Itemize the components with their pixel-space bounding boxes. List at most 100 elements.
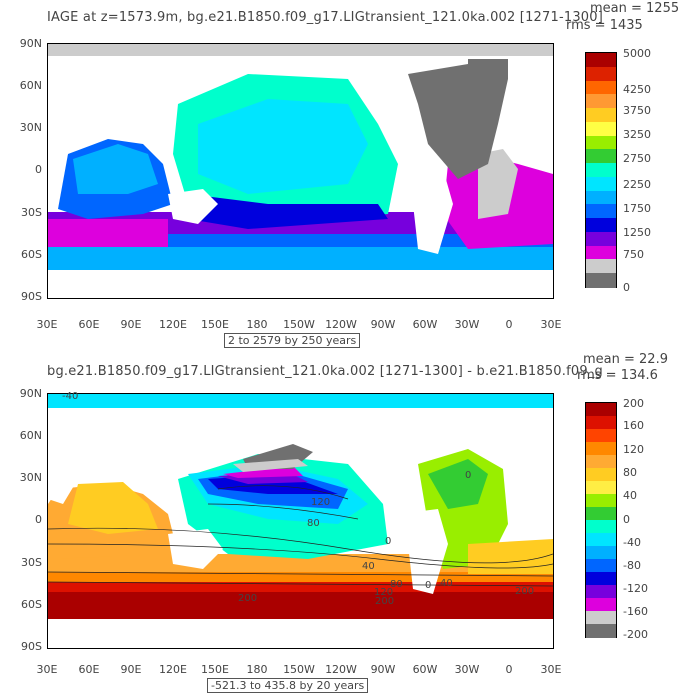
panel1-rms: rms = 1435 [566, 18, 643, 33]
p1-cbar-label: 4250 [623, 83, 651, 96]
p1-lon-label: 150E [201, 318, 229, 331]
panel2-range-box: -521.3 to 435.8 by 20 years [207, 678, 369, 693]
p2-africa [48, 444, 78, 504]
p1-africa [48, 99, 78, 164]
colorbar-swatch [586, 572, 616, 586]
colorbar-swatch [586, 558, 616, 573]
panel2-rms: rms = 134.6 [577, 368, 658, 383]
p1-lon-label: 60W [412, 318, 438, 331]
colorbar-swatch [586, 245, 616, 261]
p1-lon-label: 120E [159, 318, 187, 331]
p2-south-america [398, 509, 448, 594]
colorbar-swatch [586, 533, 616, 547]
p1-lon-label: 150W [283, 318, 315, 331]
panel1-colorbar [585, 52, 617, 288]
p2-lat-label: 30N [19, 471, 42, 484]
colorbar-swatch [586, 149, 616, 164]
p2-lon-label: 150W [283, 663, 315, 676]
p2-cbar-label: 120 [623, 443, 644, 456]
panel1-title: IAGE at z=1573.9m, bg.e21.B1850.f09_g17.… [47, 10, 604, 25]
colorbar-swatch [586, 441, 616, 456]
p2-lon-label: 90E [120, 663, 142, 676]
colorbar-swatch [586, 204, 616, 219]
p2-contour-label: 120 [311, 497, 331, 508]
p2-contour-label: 120 [374, 587, 394, 598]
p2-contour-label: 0 [425, 580, 432, 591]
colorbar-swatch [586, 429, 616, 443]
p2-cbar-label: -200 [623, 628, 648, 641]
p1-north-atlantic-old [408, 64, 508, 179]
p2-cbar-label: -120 [623, 582, 648, 595]
colorbar-swatch [586, 403, 616, 417]
p1-cbar-label: 1750 [623, 202, 651, 215]
p1-cbar-label: 0 [623, 281, 630, 294]
p2-lat-label: 60N [19, 429, 42, 442]
p1-cbar-label: 2750 [623, 152, 651, 165]
p2-cbar-label: -80 [623, 559, 641, 572]
p1-band-magenta [48, 219, 168, 247]
p1-lon-label: 120W [325, 318, 357, 331]
p1-south-america [408, 169, 453, 254]
colorbar-swatch [586, 468, 616, 482]
colorbar-swatch [586, 480, 616, 495]
p2-lon-label: 60E [78, 663, 100, 676]
colorbar-swatch [586, 624, 616, 638]
panel2-title: bg.e21.B1850.f09_g17.LIGtransient_121.0k… [47, 364, 603, 379]
colorbar-swatch [586, 121, 616, 137]
p2-contour-label: 0 [465, 470, 472, 481]
colorbar-swatch [586, 218, 616, 233]
p1-lon-label: 30W [454, 318, 480, 331]
colorbar-swatch [586, 176, 616, 192]
colorbar-swatch [586, 273, 616, 288]
p1-lon-label: 0 [505, 318, 513, 331]
panel1-range-box: 2 to 2579 by 250 years [224, 333, 361, 348]
p2-antarctica [48, 619, 553, 648]
p2-contour-label: 0 [385, 536, 392, 547]
p2-cbar-label: 0 [623, 513, 630, 526]
p2-lon-label: 150E [201, 663, 229, 676]
p1-lat-label: 30N [19, 121, 42, 134]
colorbar-swatch [586, 598, 616, 612]
panel2-map [47, 393, 554, 649]
colorbar-swatch [586, 611, 616, 625]
colorbar-swatch [586, 259, 616, 274]
p2-lat-label: 90N [19, 387, 42, 400]
colorbar-swatch [586, 66, 616, 82]
colorbar-swatch [586, 520, 616, 534]
p2-lon-label: 180 [246, 663, 268, 676]
colorbar-swatch [586, 94, 616, 109]
p2-contour-label: 80 [307, 518, 320, 529]
p2-contour-label: 200 [238, 593, 258, 604]
colorbar-swatch [586, 53, 616, 68]
p1-cbar-label: 3750 [623, 104, 651, 117]
p2-lon-label: 120E [159, 663, 187, 676]
colorbar-swatch [586, 585, 616, 599]
p2-lat-label: 30S [21, 556, 42, 569]
p2-cbar-label: -160 [623, 605, 648, 618]
p2-lat-label: 60S [21, 598, 42, 611]
p1-lon-label: 30E [540, 318, 562, 331]
p1-cbar-label: 5000 [623, 47, 651, 60]
colorbar-swatch [586, 507, 616, 521]
p2-lon-label: 30E [36, 663, 58, 676]
p2-lat-label: 0 [35, 513, 42, 526]
p2-lon-label: 120W [325, 663, 357, 676]
colorbar-swatch [586, 108, 616, 123]
p2-cbar-label: 200 [623, 397, 644, 410]
p1-lon-label: 90W [370, 318, 396, 331]
p2-contour-label: -40 [62, 391, 79, 402]
p1-lat-label: 60N [19, 79, 42, 92]
p1-lon-label: 90E [120, 318, 142, 331]
panel2-colorbar [585, 402, 617, 638]
p2-australia [168, 529, 223, 569]
p2-contour-label: 200 [515, 586, 535, 597]
p1-lat-label: 90N [19, 37, 42, 50]
p1-arctic [48, 44, 553, 56]
p2-lon-label: 60W [412, 663, 438, 676]
p2-lon-label: 90W [370, 663, 396, 676]
p1-lon-label: 30E [36, 318, 58, 331]
p2-contour-label: 40 [440, 578, 453, 589]
colorbar-swatch [586, 231, 616, 247]
p1-cbar-label: 1250 [623, 226, 651, 239]
p1-australia [168, 189, 218, 224]
